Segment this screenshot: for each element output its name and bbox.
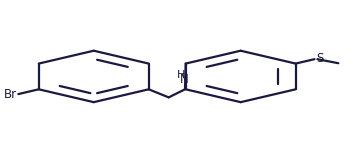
Text: H: H — [177, 70, 186, 81]
Text: S: S — [316, 52, 324, 65]
Text: N: N — [179, 73, 188, 86]
Text: Br: Br — [3, 88, 16, 101]
